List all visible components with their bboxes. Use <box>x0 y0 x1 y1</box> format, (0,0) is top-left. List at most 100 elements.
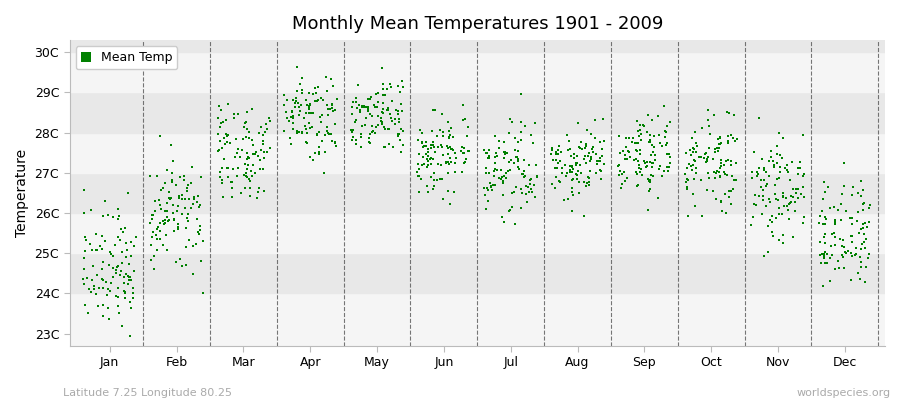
Point <box>349 137 364 143</box>
Point <box>161 218 176 224</box>
Point <box>660 151 674 157</box>
Point <box>238 120 252 126</box>
Point <box>224 178 238 185</box>
Point <box>394 107 409 114</box>
Point <box>176 172 191 179</box>
Point <box>582 174 597 181</box>
Point <box>424 145 438 151</box>
Point <box>818 231 832 237</box>
Point <box>508 147 522 154</box>
Bar <box>69 132 885 173</box>
Point <box>719 210 733 216</box>
Point <box>577 213 591 220</box>
Point <box>415 130 429 137</box>
Point <box>311 144 326 150</box>
Point <box>377 143 392 150</box>
Point <box>77 302 92 308</box>
Point <box>688 158 702 165</box>
Point <box>756 186 770 193</box>
Point <box>832 265 846 272</box>
Point <box>781 206 796 213</box>
Point <box>618 152 633 158</box>
Point <box>230 173 244 180</box>
Point <box>661 164 675 170</box>
Point <box>445 146 459 152</box>
Point <box>645 142 660 149</box>
Point <box>419 151 434 157</box>
Point <box>431 161 446 167</box>
Point <box>481 186 495 193</box>
Point <box>702 123 716 129</box>
Point <box>181 211 195 217</box>
Point <box>103 316 117 322</box>
Point <box>549 157 563 164</box>
Point <box>238 161 252 168</box>
Point <box>708 196 723 202</box>
Point <box>219 130 233 137</box>
Point <box>526 140 540 146</box>
Point <box>644 172 658 178</box>
Point <box>482 170 497 176</box>
Point <box>179 214 194 221</box>
Point <box>314 24 328 30</box>
Point <box>505 118 519 125</box>
Point <box>240 174 255 180</box>
Point <box>166 202 180 208</box>
Point <box>699 156 714 162</box>
Point <box>248 149 263 155</box>
Point <box>551 160 565 166</box>
Point <box>263 118 277 124</box>
Point <box>791 165 806 171</box>
Point <box>712 144 726 151</box>
Point <box>514 129 528 136</box>
Point <box>195 238 210 244</box>
Point <box>456 150 471 157</box>
Point <box>836 254 850 260</box>
Point <box>127 243 141 249</box>
Point <box>581 179 596 185</box>
Point <box>231 165 246 172</box>
Point <box>297 114 311 121</box>
Point <box>146 228 160 235</box>
Point <box>328 106 342 113</box>
Point <box>482 147 497 154</box>
Point <box>456 160 471 166</box>
Point <box>250 188 265 195</box>
Point <box>179 262 194 268</box>
Point <box>215 118 230 125</box>
Point <box>82 286 96 292</box>
Point <box>849 245 863 251</box>
Point <box>776 134 790 141</box>
Point <box>635 122 650 128</box>
Point <box>687 175 701 182</box>
Point <box>233 154 248 161</box>
Point <box>831 206 845 213</box>
Point <box>353 107 367 114</box>
Point <box>143 172 157 179</box>
Point <box>104 280 118 286</box>
Point <box>434 162 448 168</box>
Point <box>256 132 271 138</box>
Point <box>796 220 810 226</box>
Point <box>362 134 376 141</box>
Point <box>258 129 273 135</box>
Point <box>77 254 92 261</box>
Point <box>721 157 735 163</box>
Point <box>857 238 871 245</box>
Point <box>680 184 695 190</box>
Point <box>759 183 773 189</box>
Point <box>99 279 113 285</box>
Point <box>374 108 389 115</box>
Point <box>116 288 130 294</box>
Point <box>581 175 596 181</box>
Point <box>211 148 225 154</box>
Point <box>709 170 724 176</box>
Point <box>581 150 596 156</box>
Point <box>613 150 627 156</box>
Point <box>688 164 703 171</box>
Point <box>230 150 244 156</box>
Point <box>354 144 368 150</box>
Point <box>494 176 508 183</box>
Point <box>460 133 474 139</box>
Point <box>420 158 435 164</box>
